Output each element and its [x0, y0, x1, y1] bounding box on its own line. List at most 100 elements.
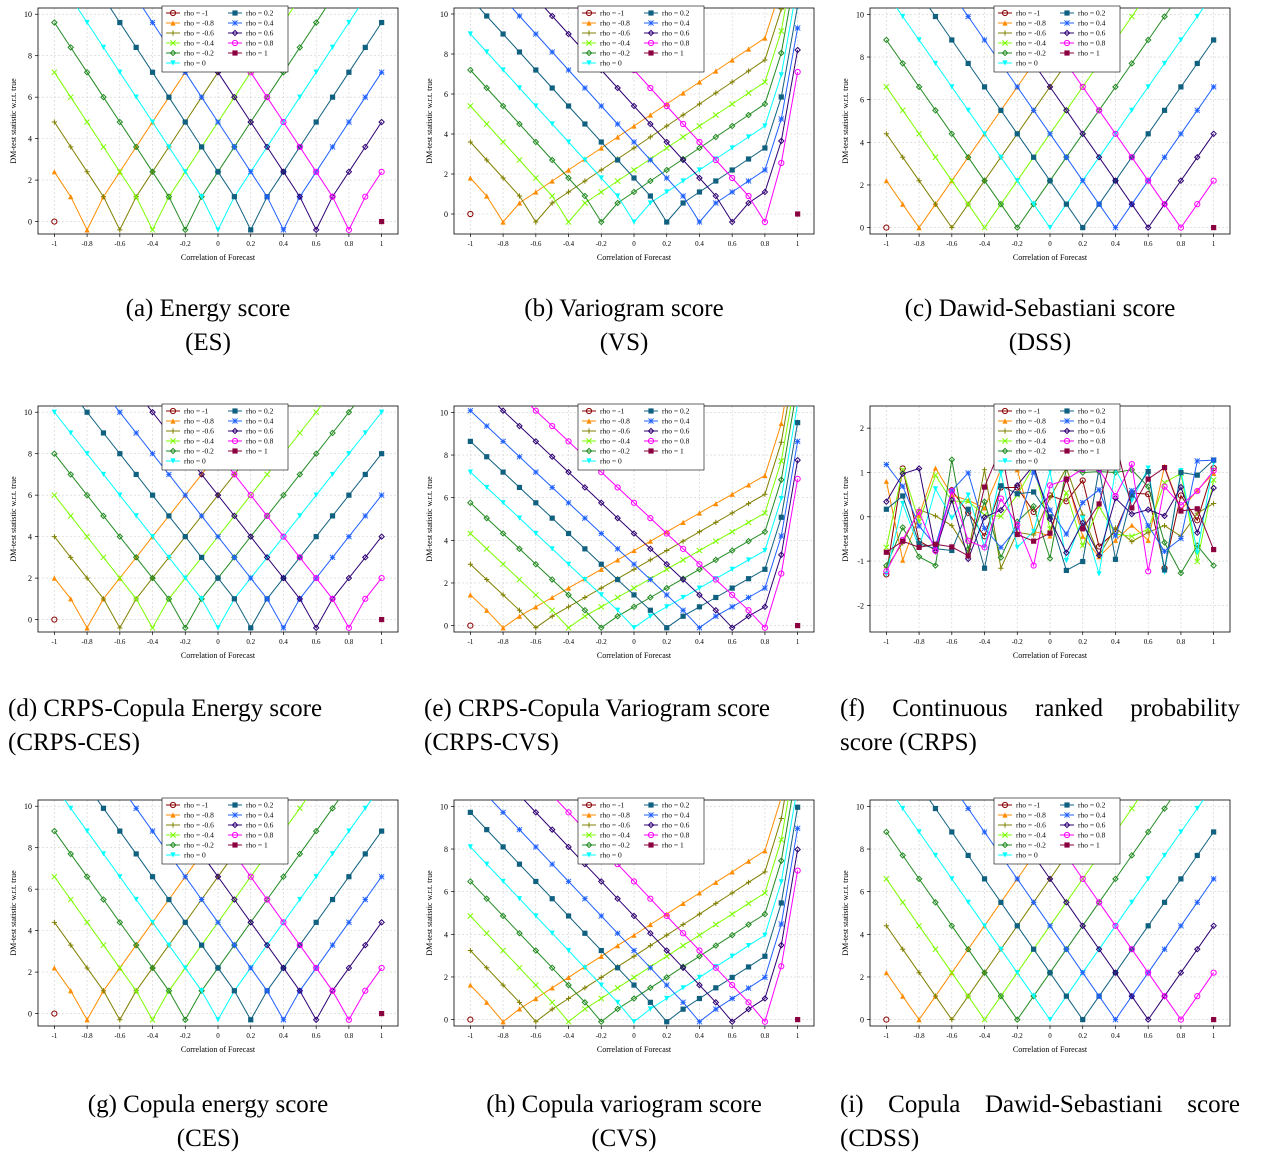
- data-point: [932, 993, 939, 999]
- data-point: [532, 175, 539, 181]
- data-point: [729, 566, 735, 572]
- data-point: [745, 964, 752, 970]
- data-point: [499, 530, 507, 537]
- data-point: [762, 932, 768, 938]
- data-point: [484, 157, 490, 163]
- data-point: [51, 169, 57, 175]
- data-point: [484, 454, 490, 460]
- data-point: [900, 154, 906, 160]
- series-rho0.8: [883, 460, 1217, 575]
- data-point: [378, 574, 385, 582]
- y-tick-label: 4: [28, 135, 32, 144]
- legend-label: rho = -1: [600, 9, 624, 18]
- data-point: [998, 899, 1004, 905]
- data-point: [1031, 946, 1037, 952]
- data-point: [149, 919, 156, 925]
- x-tick-label: 0: [1048, 1032, 1052, 1040]
- data-point: [1014, 531, 1020, 538]
- data-point: [1129, 899, 1135, 905]
- series-rho1: [379, 1010, 385, 1017]
- data-point: [1144, 36, 1152, 44]
- legend-entry: rho = 1: [228, 841, 268, 850]
- data-point: [533, 67, 539, 73]
- data-point: [761, 995, 769, 1002]
- data-point: [231, 596, 237, 602]
- data-point: [585, 447, 593, 455]
- data-point: [1211, 37, 1217, 43]
- data-point: [762, 491, 768, 497]
- data-point: [68, 596, 74, 602]
- data-point: [1194, 506, 1200, 512]
- data-point: [116, 919, 124, 926]
- data-point: [248, 625, 254, 631]
- data-point: [663, 982, 670, 988]
- x-tick-label: 0.6: [1144, 240, 1153, 248]
- data-point: [532, 138, 540, 146]
- caption-line: (VS): [599, 329, 649, 356]
- data-point: [1014, 524, 1021, 531]
- data-point: [117, 828, 123, 834]
- data-point: [949, 876, 955, 882]
- data-point: [549, 49, 556, 55]
- legend-label: rho = -1: [184, 407, 208, 416]
- data-point: [1145, 131, 1151, 137]
- data-point: [1080, 526, 1086, 532]
- x-tick-label: 0.8: [345, 240, 354, 248]
- legend-entry: rho = -0.4: [998, 39, 1046, 48]
- data-point: [745, 46, 752, 52]
- data-point: [1014, 491, 1020, 497]
- data-point: [761, 510, 768, 516]
- x-tick-label: 0.2: [1078, 638, 1087, 646]
- data-point: [532, 591, 539, 598]
- data-point: [997, 992, 1005, 1000]
- legend-label: rho = 1: [246, 447, 268, 456]
- data-point: [712, 999, 720, 1006]
- legend-label: rho = 0: [184, 59, 206, 68]
- data-point: [582, 546, 588, 552]
- series-rho-0.6: [467, 406, 789, 631]
- y-tick-label: 6: [28, 885, 32, 894]
- x-axis-label: Correlation of Forecast: [597, 253, 672, 262]
- x-tick-label: -0.8: [914, 1032, 926, 1040]
- data-point: [378, 492, 385, 499]
- data-point: [598, 139, 604, 145]
- data-point: [516, 515, 523, 521]
- data-point: [581, 515, 588, 522]
- x-tick-label: 0.2: [662, 240, 671, 248]
- data-point: [696, 995, 703, 1002]
- data-point: [713, 178, 719, 184]
- x-tick-label: 0.2: [662, 1032, 671, 1040]
- data-point: [280, 118, 287, 126]
- data-point: [199, 942, 205, 948]
- data-point: [1128, 852, 1136, 859]
- data-point: [149, 408, 156, 416]
- legend-entry: rho = 0.8: [228, 831, 274, 840]
- data-point: [614, 178, 621, 184]
- data-point: [745, 943, 752, 949]
- chart-svg-a: -1 -0.8 -0.6 -0.4 -0.2 0 0.2 0.4 0.6 0.8 10246810C…: [9, 5, 399, 262]
- data-point: [379, 19, 385, 26]
- data-point: [116, 533, 124, 540]
- series-rho1: [795, 623, 801, 629]
- data-point: [712, 112, 719, 118]
- data-point: [728, 931, 736, 939]
- data-point: [696, 566, 703, 573]
- data-point: [296, 554, 303, 561]
- data-point: [329, 471, 336, 478]
- legend-entry: rho = -0.2: [166, 447, 214, 456]
- data-point: [247, 492, 254, 499]
- x-tick-label: 0.8: [345, 1032, 354, 1040]
- data-point: [549, 484, 556, 491]
- data-point: [778, 495, 784, 502]
- data-point: [586, 458, 592, 464]
- data-point: [565, 974, 572, 980]
- legend-entry: rho = 0.6: [228, 29, 274, 38]
- data-point: [182, 919, 188, 925]
- data-point: [745, 999, 752, 1006]
- legend-entry: rho = -0.4: [166, 39, 214, 48]
- data-point: [1112, 537, 1119, 543]
- data-point: [647, 1006, 653, 1012]
- data-point: [745, 607, 752, 614]
- data-point: [981, 829, 988, 835]
